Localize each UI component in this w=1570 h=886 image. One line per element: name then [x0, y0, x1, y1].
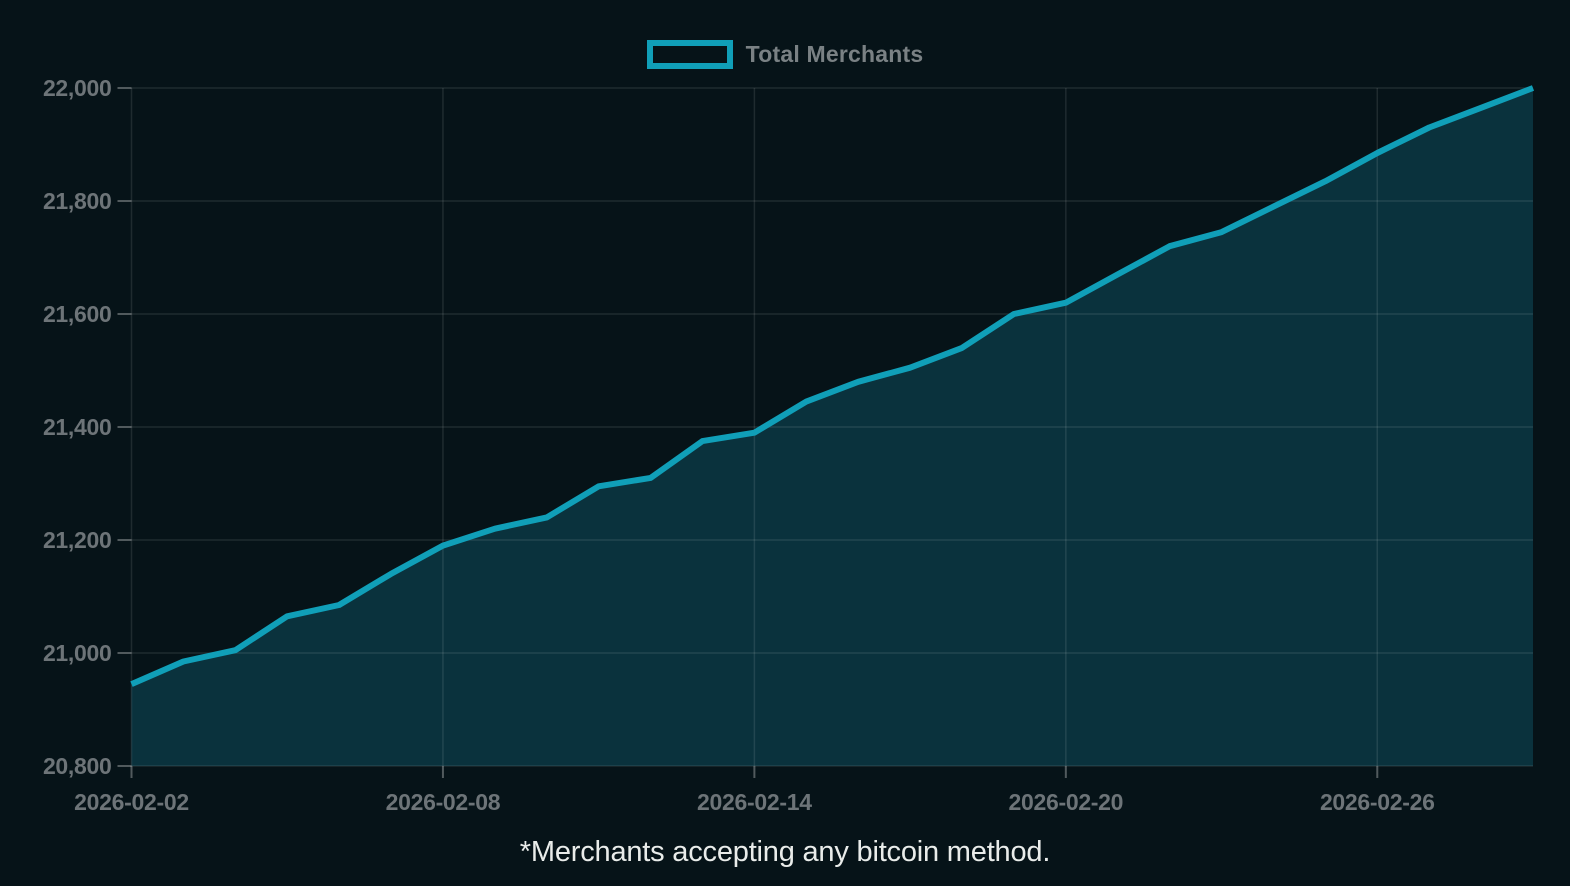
y-tick-label: 21,000 [43, 640, 112, 666]
series-line [130, 85, 1535, 687]
x-tick-label: 2026-02-08 [386, 789, 501, 815]
series-area [131, 88, 1533, 766]
x-tick-label: 2026-02-02 [74, 789, 189, 815]
y-tick-label: 20,800 [43, 753, 112, 779]
y-tick-label: 21,200 [43, 527, 112, 553]
x-tick-label: 2026-02-26 [1320, 789, 1435, 815]
legend-swatch-icon [646, 40, 733, 69]
chart-footnote: *Merchants accepting any bitcoin method. [519, 836, 1051, 868]
x-tick-label: 2026-02-20 [1009, 789, 1124, 815]
y-tick-label: 21,800 [43, 188, 112, 214]
legend[interactable]: Total Merchants [0, 40, 1570, 69]
y-tick-label: 21,400 [43, 414, 112, 440]
total-merchants-area-chart[interactable]: 20,800 21,000 21,200 21,400 21,600 21,800 22,0… [0, 0, 1570, 820]
x-tick-label: 2026-02-14 [697, 789, 812, 815]
legend-label: Total Merchants [745, 41, 924, 67]
y-tick-label: 21,600 [43, 301, 112, 327]
y-tick-label: 22,000 [43, 75, 112, 101]
